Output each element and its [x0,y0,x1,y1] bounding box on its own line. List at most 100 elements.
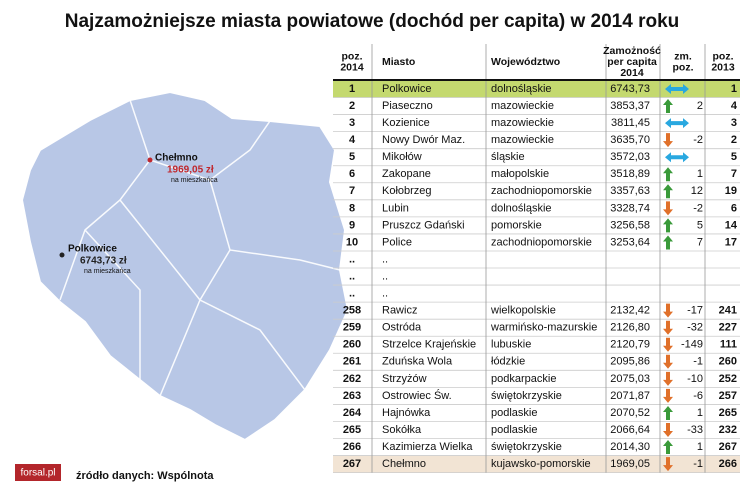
arrow-down [663,388,673,403]
table-cell: 3 [731,117,737,129]
table-cell: -2 [693,134,703,146]
arrow-down [663,457,673,472]
map-amount: 1969,05 zł [167,165,214,176]
table-cell: Rawicz [382,305,417,317]
arrow-up [663,99,673,114]
table-cell: 5 [731,151,737,163]
table-cell: 5 [697,219,703,231]
table-cell: 7 [349,185,355,197]
table-cell: 265 [343,424,361,436]
table-cell: pomorskie [491,219,542,231]
table-cell: wielkopolskie [490,305,556,317]
source: źródło danych: Wspólnota [76,470,214,482]
table-cell: świętokrzyskie [491,390,562,402]
city-dot [59,252,65,258]
table-cell: 8 [349,202,355,214]
row-highlight [333,455,740,473]
arrow-down [663,423,673,437]
table-cell: 3 [349,117,355,129]
header-cell: poz. [342,50,363,62]
table-cell: 259 [343,322,361,334]
table-cell: -6 [693,390,703,402]
table-cell: Ostróda [382,322,422,334]
table-cell: 2095,86 [610,356,650,368]
header-cell: 2013 [711,61,735,73]
table-cell: -2 [693,202,703,214]
table-cell: mazowieckie [491,117,554,129]
table-cell: podkarpackie [491,373,556,385]
arrow-same [665,152,689,163]
table-cell: 2 [697,100,703,112]
arrow-down [663,201,673,216]
table-cell: -1 [693,458,703,470]
table-cell: 1 [349,83,355,95]
table-cell: 7 [731,168,737,180]
table-cell: 2014,30 [610,441,650,453]
table-cell: 2120,79 [610,339,650,351]
table-cell: 1 [731,83,737,95]
table-cell: 232 [719,424,737,436]
city-dot [147,157,153,163]
table-cell: 3853,37 [610,100,650,112]
table-cell: śląskie [491,151,525,163]
arrow-up [663,218,673,233]
header-cell: per capita [607,56,657,68]
table-cell: 266 [719,458,737,470]
table-cell: 2126,80 [610,322,650,334]
table-cell: łódzkie [491,356,525,368]
table-cell: 257 [719,390,737,402]
row-highlight [333,80,740,98]
table-cell: 263 [343,390,361,402]
table-cell: kujawsko-pomorskie [491,458,591,470]
table-cell: 227 [719,322,737,334]
arrow-up [663,235,673,250]
table-cell: Piaseczno [382,100,433,112]
table-cell: dolnośląskie [491,202,552,214]
table-cell: Kołobrzeg [382,185,432,197]
table-cell: świętokrzyskie [491,441,562,453]
table-cell: Nowy Dwór Maz. [382,134,465,146]
table-cell: 3253,64 [610,236,650,248]
header-cell: Województwo [491,56,560,68]
table-cell: 17 [725,236,737,248]
table-cell: 7 [697,236,703,248]
table-cell: 266 [343,441,361,453]
table-cell: .. [382,253,388,265]
arrow-down [663,303,673,318]
logo-box [15,464,61,481]
table-cell: Lubin [382,202,409,214]
table-cell: .. [349,270,355,282]
table-cell: 1 [697,441,703,453]
table-cell: Police [382,236,412,248]
table-cell: 3357,63 [610,185,650,197]
table-cell: 2071,87 [610,390,650,402]
table-cell: 3811,45 [611,117,650,129]
table-cell: 6 [731,202,737,214]
table-cell: 260 [719,356,737,368]
table-cell: 2070,52 [610,407,650,419]
table-cell: Ostrowiec Św. [382,389,452,402]
map-city: Chełmno [155,153,198,164]
table-cell: -32 [687,322,703,334]
table-cell: 3572,03 [610,151,650,163]
table-cell: zachodniopomorskie [491,185,592,197]
table-cell: 2066,64 [610,424,650,436]
table-cell: mazowieckie [491,100,554,112]
table-cell: Sokółka [382,424,422,436]
table-cell: warmińsko-mazurskie [490,322,597,334]
header-cell: Miasto [382,56,415,68]
table-cell: 258 [343,305,361,317]
arrow-down [663,133,673,148]
table-cell: .. [382,270,388,282]
table-cell: -149 [681,339,703,351]
table-cell: Strzyżów [382,373,427,385]
table-cell: Hajnówka [382,407,431,419]
poland-shape [20,90,350,442]
region-borders [59,99,341,397]
table-cell: 260 [343,339,361,351]
table-cell: Kozienice [382,117,430,129]
table-cell: małopolskie [491,168,549,180]
map [20,90,350,442]
header-cell: poz. [673,61,694,73]
